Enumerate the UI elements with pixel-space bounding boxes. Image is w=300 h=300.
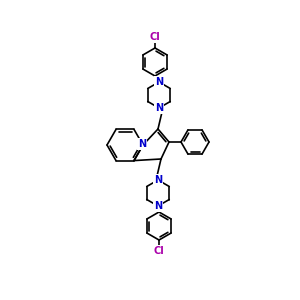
Text: N: N bbox=[138, 139, 146, 149]
Text: N: N bbox=[155, 77, 163, 87]
Text: N: N bbox=[155, 103, 163, 113]
Text: N: N bbox=[154, 201, 162, 211]
Text: Cl: Cl bbox=[154, 246, 164, 256]
Text: N: N bbox=[154, 175, 162, 185]
Text: Cl: Cl bbox=[150, 32, 160, 42]
